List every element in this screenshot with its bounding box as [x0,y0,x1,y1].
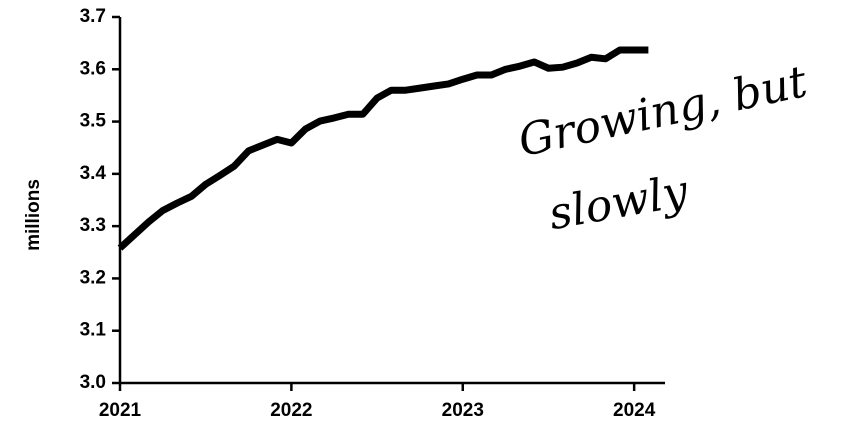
annotation: Growing, but [514,56,812,167]
x-tick-label: 2023 [442,400,484,421]
y-axis-label: millions [23,179,44,251]
x-tick-label: 2022 [270,400,312,421]
y-tick-label: 3.3 [80,215,106,236]
x-tick-label: 2024 [613,400,656,421]
y-tick-label: 3.5 [80,111,107,132]
x-tick-label: 2021 [99,400,142,421]
y-tick-label: 3.1 [80,320,107,341]
y-tick-label: 3.4 [80,163,107,184]
annotation: slowly [545,165,693,240]
y-tick-label: 3.0 [80,372,106,393]
y-tick-label: 3.2 [80,267,106,288]
y-tick-label: 3.6 [80,58,106,79]
y-tick-label: 3.7 [80,6,106,27]
data-line [117,46,649,251]
